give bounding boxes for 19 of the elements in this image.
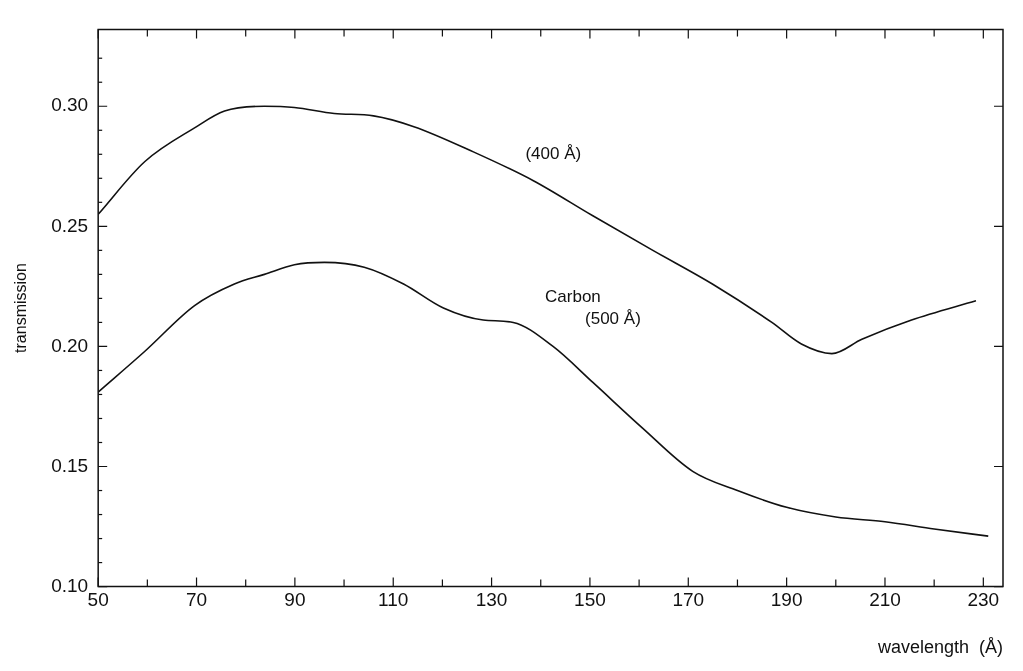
y-axis-title: transmission [12,263,30,353]
x-tick-label: 130 [475,589,508,611]
x-tick-label: 170 [672,589,705,611]
x-tick-label: 90 [284,589,306,611]
y-tick-label: 0.15 [51,454,89,476]
x-tick-label: 190 [770,589,803,611]
x-tick-label: 110 [378,589,409,611]
series-label: Carbon (500 Å) [545,287,641,329]
x-tick-label: 210 [869,589,901,611]
x-tick-label: 70 [185,589,208,611]
x-axis-title: wavelength (Å) [876,637,1003,658]
x-tick-label: 230 [967,589,1000,611]
y-tick-label: 0.20 [51,334,89,356]
series-label: (400 Å) [525,143,582,163]
x-tick-label: 50 [87,589,109,611]
y-tick-label: 0.10 [51,574,89,596]
y-tick-label: 0.30 [51,94,89,116]
y-tick-label: 0.25 [51,214,89,236]
x-tick-label: 150 [574,589,606,611]
